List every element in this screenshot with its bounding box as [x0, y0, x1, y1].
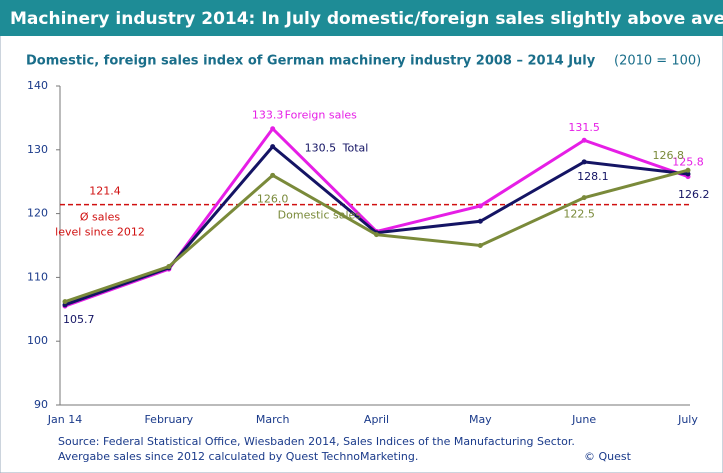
y-tick-label: 100: [27, 334, 48, 347]
value-label: 131.5: [568, 121, 600, 134]
value-label: 105.7: [63, 313, 95, 326]
copyright: © Quest: [584, 450, 632, 463]
value-label: 126.8: [653, 149, 685, 162]
x-tick-label: July: [677, 413, 698, 426]
point: [270, 126, 276, 132]
subtitle: Domestic, foreign sales index of German …: [26, 54, 596, 69]
series-name: Domestic sales: [278, 208, 362, 221]
y-tick-label: 140: [27, 79, 48, 92]
value-label: 128.1: [577, 170, 609, 183]
point: [477, 218, 483, 224]
series-name: Total: [342, 142, 369, 155]
source: Source: Federal Statistical Office, Wies…: [58, 435, 575, 448]
y-tick-label: 120: [27, 207, 48, 220]
x-tick-label: Jan 14: [47, 413, 82, 426]
point: [581, 195, 587, 201]
point: [685, 171, 691, 177]
x-tick-label: February: [144, 413, 193, 426]
value-label: 122.5: [563, 208, 595, 221]
x-tick-label: June: [571, 413, 596, 426]
subtitle-note: (2010 = 100): [614, 54, 701, 69]
point: [685, 167, 691, 173]
title-bar: [0, 0, 723, 36]
point: [270, 172, 276, 178]
x-tick-label: April: [364, 413, 389, 426]
x-tick-label: May: [469, 413, 492, 426]
series-name: Foreign sales: [285, 109, 358, 122]
source: Avergabe sales since 2012 calculated by …: [58, 450, 418, 463]
y-tick-label: 130: [27, 143, 48, 156]
value-label: 126.0: [257, 192, 289, 205]
average-text: Ø sales: [80, 211, 120, 224]
value-label: 130.5: [305, 142, 337, 155]
y-tick-label: 110: [27, 270, 48, 283]
point: [581, 137, 587, 143]
point: [477, 203, 483, 209]
chart-title: Machinery industry 2014: In July domesti…: [10, 9, 723, 29]
average-text: level since 2012: [55, 226, 145, 239]
value-label: 125.8: [672, 156, 704, 169]
value-label: 126.2: [678, 188, 710, 201]
y-tick-label: 90: [34, 398, 48, 411]
point: [166, 264, 172, 270]
value-label: 133.3: [252, 109, 284, 122]
average-label: 121.4: [89, 185, 121, 198]
point: [581, 159, 587, 165]
point: [270, 144, 276, 150]
point: [62, 299, 68, 305]
point: [477, 243, 483, 248]
x-tick-label: March: [256, 413, 290, 426]
point: [374, 232, 379, 238]
